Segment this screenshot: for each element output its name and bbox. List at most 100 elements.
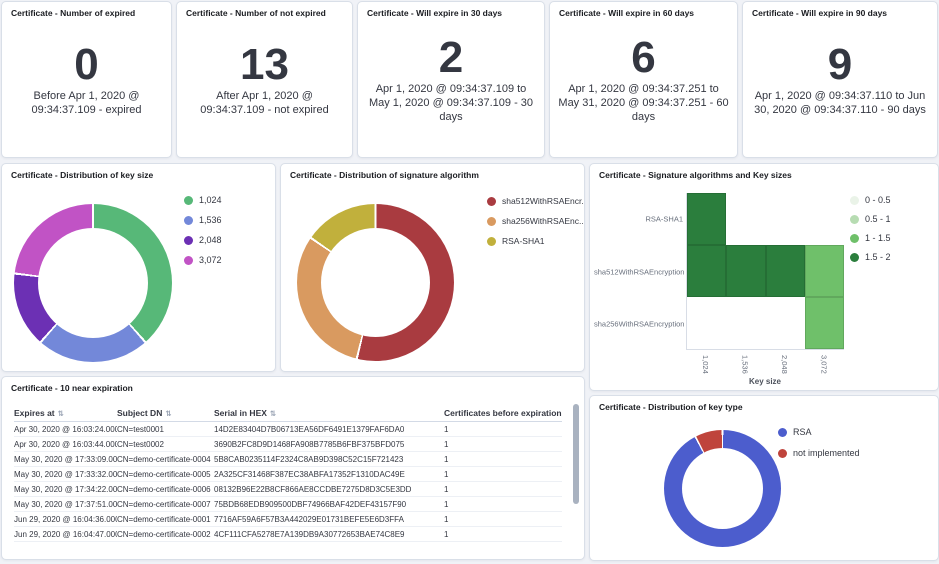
legend-item-1-536[interactable]: 1,536 [184, 215, 222, 225]
table-cell: CN=demo-certificate-0007 [117, 499, 211, 509]
table-cell: 2A325CF31468F387EC38ABFA17352F1310DAC49E [214, 469, 405, 479]
heatmap-cell-sha256WithRSAEncryption-3,072[interactable] [804, 297, 844, 349]
table-cell: May 30, 2020 @ 17:37:51.000 [14, 499, 117, 509]
column-header-certificates-before-expiration[interactable]: Certificates before expiration⇅ [444, 407, 562, 418]
legend-item-2-048[interactable]: 2,048 [184, 235, 222, 245]
legend-item-sha512withrsaencr-[interactable]: sha512WithRSAEncr... [487, 196, 585, 206]
panel-title[interactable]: Certificate - Will expire in 60 days [559, 8, 695, 18]
legend-swatch-icon [850, 252, 859, 262]
table-cell: 1 [444, 454, 449, 464]
panel-title[interactable]: Certificate - Distribution of key type [599, 402, 743, 412]
sort-arrows-icon: ⇅ [269, 408, 277, 418]
table-cell: CN=test0001 [117, 424, 164, 434]
table-cell: 7716AF59A6F57B3A442029E01731BEFE5E6D3FFA [214, 514, 404, 524]
legend-swatch-icon [487, 236, 496, 246]
legend-item-3-072[interactable]: 3,072 [184, 255, 222, 265]
panel-metric-not-expired: Certificate - Number of not expired 13 A… [176, 1, 353, 158]
legend-item-label: 0.5 - 1 [865, 214, 891, 224]
legend-swatch-icon [184, 195, 193, 205]
table-row: Apr 30, 2020 @ 16:03:24.000 CN=test0001 14… [14, 422, 562, 437]
table-cell: 1 [444, 484, 449, 494]
heatmap-plot-area [686, 193, 844, 350]
legend-item-label: sha512WithRSAEncr... [502, 196, 585, 206]
table-row: Apr 30, 2020 @ 16:03:44.000 CN=test0002 36… [14, 437, 562, 452]
heatmap-x-tick-label: 3,072 [819, 355, 829, 374]
key-type-legend: RSA not implemented [778, 427, 860, 458]
key-size-donut-chart[interactable] [14, 204, 172, 362]
heatmap-cell-sha512WithRSAEncryption-1,536[interactable] [726, 245, 766, 297]
legend-item-1-024[interactable]: 1,024 [184, 195, 222, 205]
sort-arrows-icon: ⇅ [165, 408, 172, 418]
table-cell: CN=test0002 [117, 439, 164, 449]
metric-subtitle: Apr 1, 2020 @ 09:34:37.251 to May 31, 20… [558, 83, 729, 123]
legend-item-label: 3,072 [199, 255, 222, 265]
table-cell: CN=demo-certificate-0001 [117, 514, 211, 524]
legend-swatch-icon [184, 235, 193, 245]
legend-item-0-0-5[interactable]: 0 - 0.5 [850, 195, 891, 205]
panel-title[interactable]: Certificate - Distribution of key size [11, 170, 154, 180]
table-cell: 08132B96E22B8CF866AE8CCDBE7275D8D3C5E3DD [214, 484, 412, 494]
key-type-donut-chart[interactable] [664, 430, 781, 547]
metric-body: 0 Before Apr 1, 2020 @ 09:34:37.109 - ex… [10, 12, 163, 149]
legend-item-label: 0 - 0.5 [865, 195, 891, 205]
panel-title[interactable]: Certificate - 10 near expiration [11, 383, 133, 393]
table-cell: Jun 29, 2020 @ 16:04:36.000 [14, 514, 117, 524]
panel-title[interactable]: Certificate - Signature algorithms and K… [599, 170, 792, 180]
legend-item-0-5-1[interactable]: 0.5 - 1 [850, 214, 891, 224]
table-row: May 30, 2020 @ 17:33:32.000 CN=demo-certi… [14, 467, 562, 482]
table-cell: 1 [444, 439, 449, 449]
metric-value: 0 [74, 40, 99, 90]
legend-item-label: 2,048 [199, 235, 222, 245]
signature-algorithm-donut-chart[interactable] [297, 204, 454, 361]
panel-signature-keysize-heatmap: Certificate - Signature algorithms and K… [589, 163, 939, 391]
legend-swatch-icon [850, 233, 859, 243]
legend-item-rsa-sha1[interactable]: RSA-SHA1 [487, 236, 584, 246]
table-vertical-scrollbar[interactable] [573, 404, 579, 504]
table-cell: May 30, 2020 @ 17:33:32.000 [14, 469, 117, 479]
legend-swatch-icon [778, 448, 787, 458]
legend-item-sha256withrsaenc-[interactable]: sha256WithRSAEnc... [487, 216, 585, 226]
legend-item-label: 1,536 [199, 215, 222, 225]
metric-subtitle: After Apr 1, 2020 @ 09:34:37.109 - not e… [200, 90, 329, 116]
column-header-subject-dn[interactable]: Subject DN ⇅ [117, 407, 172, 418]
metric-value: 2 [438, 33, 464, 83]
table-cell: 4CF111CFA5278E7A139DB9A30772653BAE74C8E9 [214, 529, 405, 539]
table-cell: CN=demo-certificate-0004 [117, 454, 211, 464]
legend-swatch-icon [184, 255, 193, 265]
panel-title[interactable]: Certificate - Will expire in 30 days [367, 8, 503, 18]
table-cell: May 30, 2020 @ 17:33:09.000 [14, 454, 117, 464]
heatmap-cell-RSA-SHA1-1,024[interactable] [687, 193, 727, 245]
metric-body: 9 Apr 1, 2020 @ 09:34:37.110 to Jun 30, … [751, 12, 929, 149]
table-cell: 3690B2FC8D9D1468FA908B7785B6FBF375BFD075 [214, 439, 405, 449]
column-header-serial-in-hex[interactable]: Serial in HEX ⇅ [214, 407, 277, 418]
table-cell: 5B8CAB0235114F2324C8AB9D398C52C15F721423 [214, 454, 404, 464]
table-body: Apr 30, 2020 @ 16:03:24.000 CN=test0001 14… [14, 422, 562, 559]
panel-metric-expired: Certificate - Number of expired 0 Before… [1, 1, 172, 158]
table-cell: 1 [444, 469, 449, 479]
table-header-row: Expires at ⇅ Subject DN ⇅ Serial in HEX ⇅ Cert… [14, 404, 562, 422]
legend-item-1-1-5[interactable]: 1 - 1.5 [850, 233, 891, 243]
legend-item-label: sha256WithRSAEnc... [502, 216, 585, 226]
heatmap-cell-sha512WithRSAEncryption-3,072[interactable] [804, 245, 844, 297]
metric-body: 6 Apr 1, 2020 @ 09:34:37.251 to May 31, … [558, 12, 729, 149]
metric-value: 9 [827, 40, 853, 90]
panel-key-size-donut: Certificate - Distribution of key size 1… [1, 163, 276, 372]
legend-item-1-5-2[interactable]: 1.5 - 2 [850, 252, 891, 262]
heatmap-cell-sha512WithRSAEncryption-2,048[interactable] [765, 245, 805, 297]
heatmap-y-tick-label: RSA-SHA1 [645, 214, 683, 224]
table-row: May 30, 2020 @ 17:33:09.000 CN=demo-certi… [14, 452, 562, 467]
column-header-expires-at[interactable]: Expires at ⇅ [14, 407, 64, 418]
legend-item-rsa[interactable]: RSA [778, 427, 860, 437]
table-cell: 14D2E83404D7B06713EA56DF6491E1379FAF6DA0 [214, 424, 405, 434]
table-row: Jun 29, 2020 @ 16:04:36.000 CN=demo-certi… [14, 512, 562, 527]
legend-item-not-implemented[interactable]: not implemented [778, 448, 860, 458]
heatmap-cell-sha512WithRSAEncryption-1,024[interactable] [687, 245, 727, 297]
panel-title[interactable]: Certificate - Number of not expired [186, 8, 326, 18]
legend-item-label: RSA [793, 427, 812, 437]
legend-swatch-icon [850, 214, 859, 224]
panel-title[interactable]: Certificate - Will expire in 90 days [752, 8, 888, 18]
panel-title[interactable]: Certificate - Distribution of signature … [290, 170, 479, 180]
legend-swatch-icon [487, 196, 496, 206]
panel-title[interactable]: Certificate - Number of expired [11, 8, 136, 18]
table-cell: CN=demo-certificate-0006 [117, 484, 211, 494]
